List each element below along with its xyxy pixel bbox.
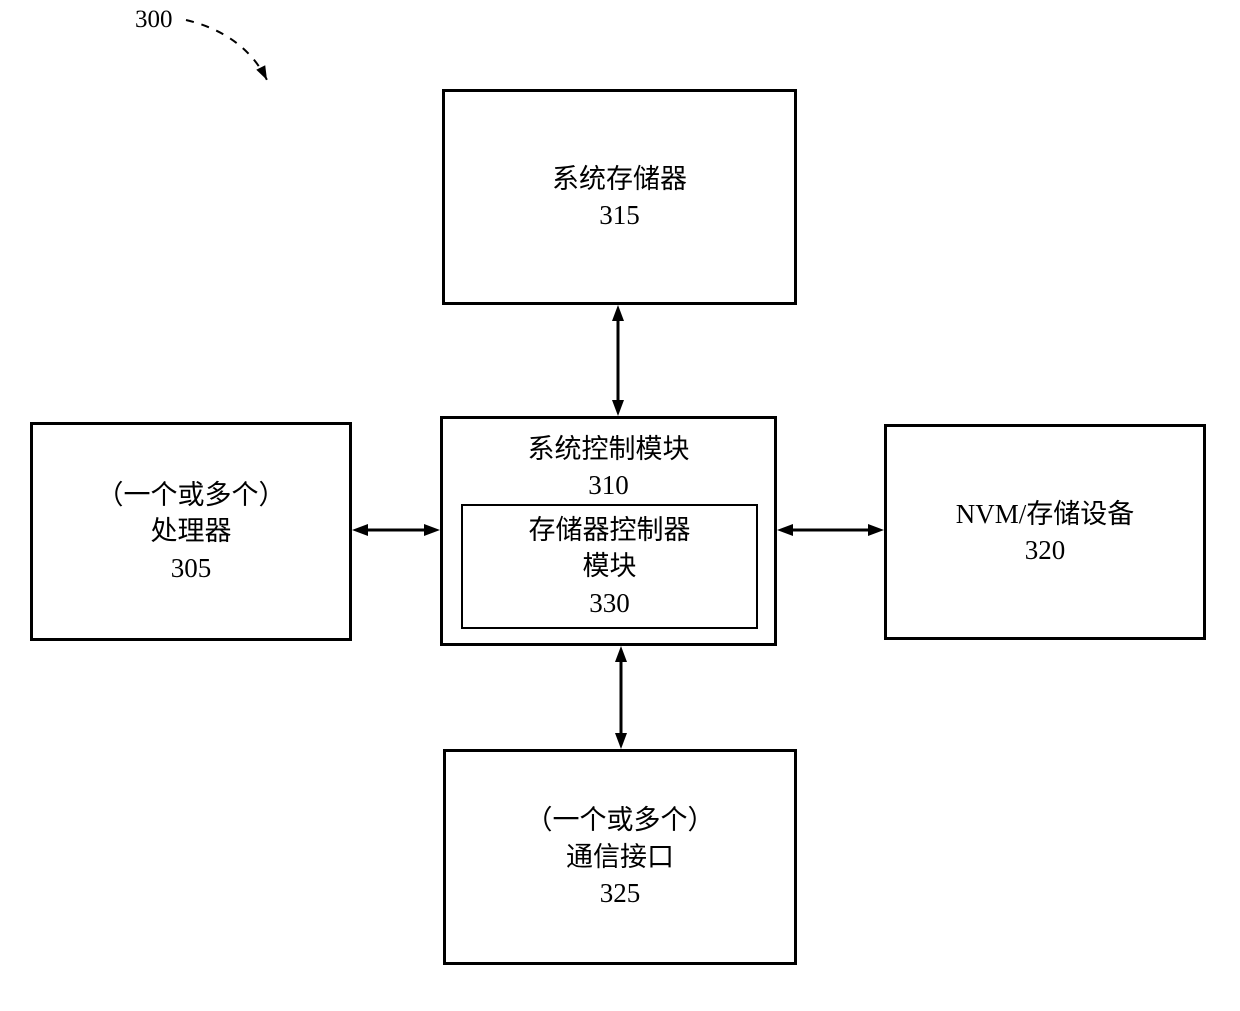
node-label: （一个或多个）	[526, 802, 715, 838]
node-memory-controller-module: 存储器控制器 模块 330	[461, 504, 758, 629]
node-number: 305	[171, 550, 212, 586]
diagram-canvas: 300 系统存储器 315 （一个或多个） 处理器 305 系统控制模块 310…	[0, 0, 1240, 1011]
node-label: 通信接口	[566, 839, 674, 875]
node-label: 模块	[583, 548, 637, 584]
node-number: 330	[589, 585, 630, 621]
node-label: （一个或多个）	[97, 477, 286, 513]
node-label: 系统控制模块	[528, 434, 690, 464]
node-number: 320	[1025, 532, 1066, 568]
node-number: 315	[599, 197, 640, 233]
node-label: NVM/存储设备	[956, 496, 1135, 532]
figure-number-label: 300	[135, 6, 173, 34]
node-number: 325	[600, 875, 641, 911]
node-header: 系统控制模块 310	[528, 419, 690, 504]
node-label: 处理器	[151, 513, 232, 549]
node-nvm-storage: NVM/存储设备 320	[884, 424, 1206, 640]
node-number: 310	[588, 470, 629, 500]
node-system-memory: 系统存储器 315	[442, 89, 797, 305]
node-label: 系统存储器	[552, 161, 687, 197]
node-processors: （一个或多个） 处理器 305	[30, 422, 352, 641]
node-comm-interfaces: （一个或多个） 通信接口 325	[443, 749, 797, 965]
node-label: 存储器控制器	[529, 512, 691, 548]
